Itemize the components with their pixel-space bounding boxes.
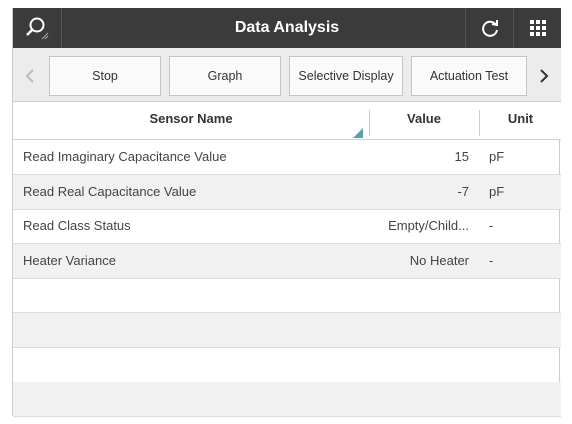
menu-button[interactable] [513,8,562,48]
column-divider [369,110,370,136]
sensor-unit: - [489,252,494,268]
table-header: Sensor Name Value Unit [13,102,561,140]
search-icon [26,17,49,40]
table-row[interactable]: Read Imaginary Capacitance Value 15 pF [13,140,561,175]
sensor-value: -7 [457,183,469,199]
sensor-name: Heater Variance [23,252,116,268]
screen-title: Data Analysis [234,19,340,36]
sensor-unit: pF [489,183,505,199]
sensor-value: 15 [454,149,469,164]
column-header[interactable]: Sensor Name [149,111,233,126]
table-row [13,313,561,348]
refresh-icon [482,20,498,37]
column-header[interactable]: Unit [507,111,534,126]
sensor-name: Read Real Capacitance Value [23,183,197,199]
table-row[interactable]: Read Real Capacitance Value -7 pF [13,174,561,210]
table-row[interactable]: Read Class Status Empty/Child... - [13,209,561,245]
selective-display-button[interactable]: Selective Display [289,56,403,96]
top-bar: Data Analysis [13,8,561,48]
scroll-right[interactable] [531,56,557,96]
table-row[interactable]: Heater Variance No Heater - [13,243,561,279]
sensor-name: Read Class Status [23,218,131,234]
table-row [13,278,561,314]
graph-button[interactable]: Graph [169,56,281,96]
sensor-value: Empty/Child... [388,218,469,234]
refresh-button[interactable] [465,8,514,48]
table-row [13,382,561,418]
toolbar: Stop Graph Selective Display Actuation T… [13,48,561,102]
stop-button[interactable]: Stop [49,56,161,96]
scroll-left[interactable] [17,56,43,96]
sensor-name: Read Imaginary Capacitance Value [23,149,227,164]
chevron-left [25,69,34,83]
column-header[interactable]: Value [407,111,441,126]
search-button[interactable] [13,8,62,48]
app-window: Data Analysis Stop Graph Selective Displ… [12,8,561,418]
chevron-right [540,69,549,83]
sensor-value: No Heater [409,252,469,268]
column-divider [479,110,480,136]
grid-icon [530,20,546,36]
actuation-test-button[interactable]: Actuation Test [411,56,527,96]
sensor-unit: - [489,218,494,234]
sensor-unit: pF [489,149,505,164]
sort-indicator [353,128,363,138]
table-row [13,348,561,383]
